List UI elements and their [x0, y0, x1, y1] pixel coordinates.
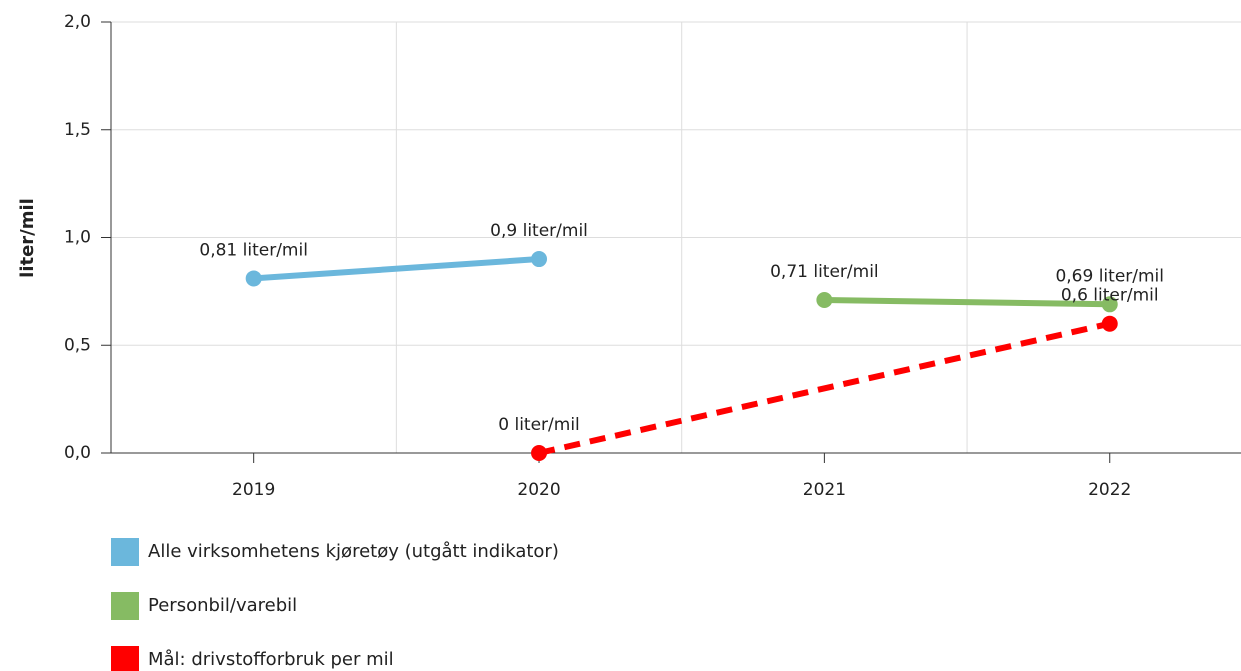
- legend-label: Mål: drivstofforbruk per mil: [148, 649, 394, 670]
- series-line: [824, 296, 1110, 308]
- data-label: 0,71 liter/mil: [770, 262, 879, 282]
- x-tick-label: 2020: [517, 480, 560, 500]
- x-tick-label: 2021: [803, 480, 846, 500]
- point: [1101, 296, 1118, 313]
- legend-swatch: [111, 538, 139, 566]
- y-axis-title: liter/mil: [17, 198, 38, 278]
- data-label: 0,9 liter/mil: [490, 221, 588, 241]
- data-label: 0 liter/mil: [498, 415, 580, 435]
- point: [1101, 315, 1118, 332]
- legend-swatch: [111, 592, 139, 620]
- legend-swatch: [111, 646, 139, 671]
- data-label: 0,81 liter/mil: [199, 240, 308, 260]
- y-tick-label: 2,0: [64, 12, 91, 32]
- x-tick-label: 2022: [1088, 480, 1131, 500]
- legend-label: Personbil/varebil: [148, 595, 297, 616]
- data-label: 0,6 liter/mil: [1061, 286, 1159, 306]
- y-tick-label: 0,0: [64, 443, 91, 463]
- point: [531, 445, 548, 461]
- y-tick-label: 0,5: [64, 335, 91, 355]
- legend-label: Alle virksomhetens kjøretøy (utgått indi…: [148, 541, 559, 562]
- y-tick-label: 1,0: [64, 228, 91, 248]
- data-label: 0,69 liter/mil: [1055, 266, 1164, 286]
- series-line: [253, 256, 540, 282]
- point: [816, 291, 833, 308]
- point: [531, 251, 548, 268]
- series-line: [538, 320, 1111, 456]
- y-tick-label: 1,5: [64, 120, 91, 140]
- point: [245, 270, 262, 287]
- x-tick-label: 2019: [232, 480, 275, 500]
